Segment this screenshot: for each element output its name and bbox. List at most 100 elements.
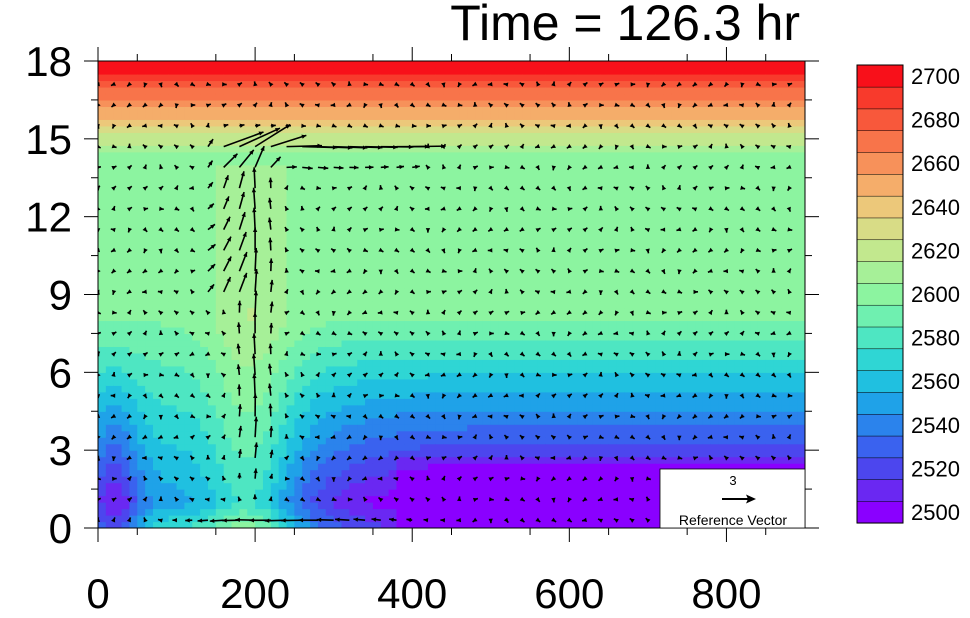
contour-cell: [113, 463, 123, 471]
contour-cell: [113, 203, 123, 211]
contour-cell: [530, 352, 539, 360]
contour-cell: [247, 151, 256, 159]
contour-cell: [592, 216, 602, 224]
contour-cell: [223, 164, 233, 172]
contour-cell: [404, 281, 413, 289]
contour-cell: [435, 404, 445, 412]
contour-cell: [475, 437, 484, 445]
contour-cell: [262, 430, 272, 438]
contour-cell: [105, 398, 115, 406]
contour-cell: [333, 119, 343, 127]
contour-cell: [592, 145, 602, 153]
contour-cell: [608, 119, 618, 127]
contour-cell: [585, 151, 594, 159]
contour-cell: [412, 294, 421, 302]
contour-cell: [420, 339, 429, 347]
contour-cell: [192, 372, 201, 380]
contour-cell: [200, 229, 209, 237]
contour-cell: [121, 80, 131, 88]
contour-cell: [317, 365, 327, 373]
contour-cell: [482, 268, 492, 276]
contour-cell: [207, 404, 217, 412]
contour-cell: [592, 469, 602, 477]
contour-cell: [475, 417, 484, 425]
contour-cell: [427, 164, 437, 172]
contour-cell: [231, 502, 240, 510]
contour-cell: [514, 515, 523, 523]
contour-cell: [404, 73, 413, 82]
contour-cell: [561, 378, 570, 386]
contour-cell: [192, 391, 201, 399]
contour-cell: [168, 333, 178, 341]
contour-cell: [420, 489, 429, 497]
contour-cell: [435, 515, 445, 523]
contour-cell: [349, 333, 358, 341]
contour-cell: [420, 365, 429, 373]
contour-cell: [160, 365, 170, 373]
contour-cell: [168, 223, 178, 231]
contour-cell: [349, 145, 358, 153]
contour-cell: [333, 190, 343, 198]
contour-cell: [215, 106, 225, 114]
contour-cell: [545, 443, 555, 451]
contour-cell: [380, 119, 390, 127]
contour-cell: [530, 450, 539, 458]
contour-cell: [357, 164, 366, 172]
contour-cell: [632, 417, 641, 425]
contour-cell: [145, 307, 154, 315]
contour-cell: [121, 339, 131, 347]
contour-cell: [451, 515, 460, 523]
contour-cell: [317, 119, 327, 127]
contour-cell: [325, 197, 335, 205]
contour-cell: [624, 151, 633, 159]
contour-cell: [247, 125, 256, 133]
contour-cell: [286, 158, 295, 166]
contour-cell: [545, 339, 555, 347]
contour-cell: [160, 288, 170, 296]
contour-cell: [372, 132, 382, 140]
contour-cell: [333, 197, 343, 205]
contour-cell: [357, 268, 366, 276]
contour-cell: [482, 294, 492, 302]
contour-cell: [349, 424, 358, 432]
contour-cell: [624, 106, 633, 114]
contour-cell: [420, 242, 429, 250]
contour-cell: [553, 268, 563, 276]
contour-cell: [482, 430, 492, 438]
contour-cell: [357, 132, 366, 140]
contour-cell: [537, 450, 547, 458]
contour-cell: [192, 515, 201, 523]
contour-cell: [537, 145, 547, 153]
contour-cell: [365, 300, 374, 309]
contour-cell: [215, 294, 225, 302]
contour-cell: [121, 411, 131, 419]
contour-cell: [600, 145, 610, 153]
contour-cell: [184, 119, 193, 127]
contour-cell: [459, 456, 468, 464]
contour-cell: [262, 125, 272, 133]
contour-cell: [600, 339, 610, 347]
contour-cell: [231, 158, 240, 166]
contour-cell: [129, 359, 138, 367]
contour-cell: [207, 164, 217, 172]
contour-cell: [333, 469, 343, 477]
contour-cell: [561, 190, 570, 198]
contour-cell: [435, 398, 445, 406]
contour-cell: [223, 326, 233, 335]
contour-cell: [200, 268, 209, 276]
contour-cell: [514, 255, 523, 263]
contour-cell: [262, 61, 272, 69]
contour-cell: [113, 262, 123, 270]
contour-cell: [325, 223, 335, 231]
contour-cell: [632, 521, 641, 528]
contour-cell: [498, 268, 508, 276]
contour-cell: [435, 216, 445, 224]
contour-cell: [231, 469, 240, 477]
contour-cell: [176, 80, 186, 88]
contour-cell: [302, 482, 311, 490]
contour-cell: [412, 275, 421, 283]
contour-cell: [506, 112, 515, 120]
contour-cell: [388, 67, 398, 75]
contour-cell: [396, 145, 405, 153]
contour-cell: [435, 424, 445, 432]
